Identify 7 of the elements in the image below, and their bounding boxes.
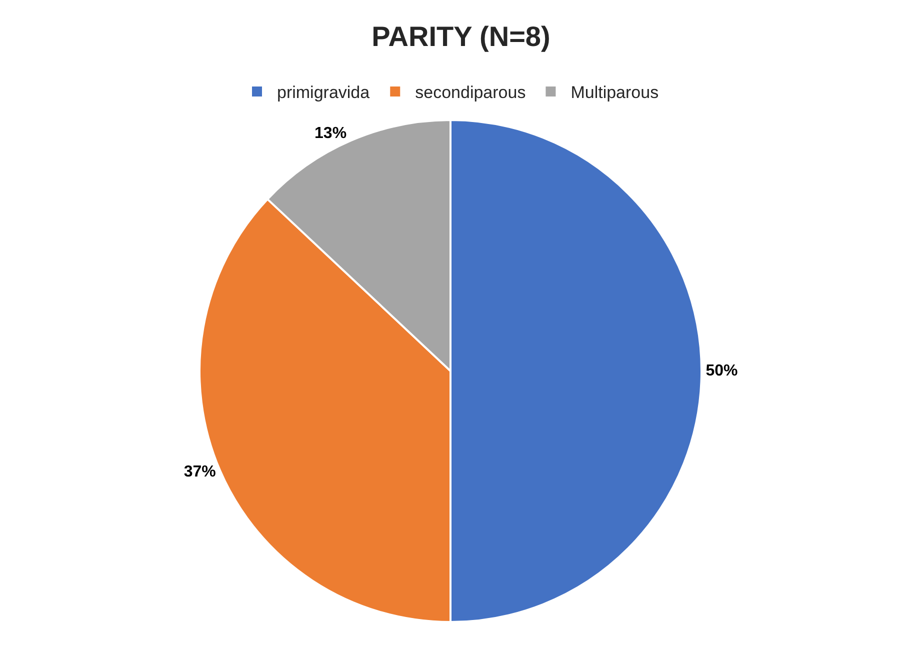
chart-title: PARITY (N=8) [372, 21, 550, 52]
legend-label: primigravida [277, 83, 370, 102]
legend-label: Multiparous [570, 83, 659, 102]
data-label: 13% [314, 124, 347, 142]
data-label: 37% [184, 464, 216, 481]
legend-label: secondiparous [415, 83, 526, 102]
data-label: 50% [706, 362, 738, 380]
